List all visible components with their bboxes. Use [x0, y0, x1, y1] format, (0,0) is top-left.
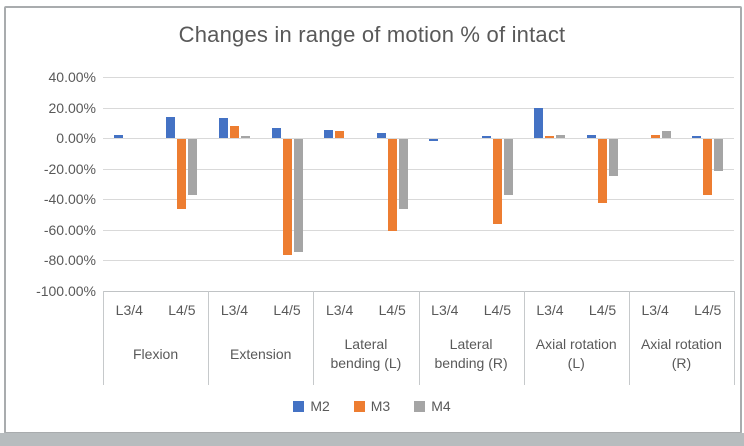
- bar-m2-5: [324, 129, 334, 138]
- gridline: [103, 199, 734, 200]
- bar-m4-10: [609, 139, 619, 176]
- legend-swatch-m3: [353, 400, 365, 412]
- segment-label: L4/5: [168, 302, 196, 318]
- bar-m4-3: [240, 136, 250, 138]
- bar-m4-9: [556, 134, 566, 138]
- bar-m2-12: [692, 136, 702, 138]
- category-label: Lateral bending (R): [434, 336, 508, 371]
- category-divider: [628, 290, 630, 385]
- category-divider: [208, 290, 210, 385]
- bar-m4-11: [661, 131, 671, 138]
- bar-m2-6: [376, 133, 386, 138]
- bar-m4-12: [714, 139, 724, 172]
- bar-m4-4: [293, 139, 303, 252]
- bottom-gray-strip: [0, 433, 744, 446]
- gridline: [103, 77, 734, 78]
- category-divider: [523, 290, 525, 385]
- legend-label: M2: [310, 398, 330, 414]
- legend-label: M3: [370, 398, 391, 414]
- segment-label: L3/4: [220, 302, 249, 318]
- segment-label: L3/4: [641, 302, 669, 318]
- y-axis-tick-label: -20.00%: [43, 160, 96, 177]
- segment-label: L3/4: [431, 302, 459, 318]
- bar-m2-3: [218, 118, 228, 138]
- y-axis-tick-label: -80.00%: [43, 252, 96, 268]
- legend-label: M4: [431, 398, 451, 414]
- segment-label: L4/5: [588, 302, 617, 318]
- bar-m2-9: [534, 107, 544, 138]
- chart-title: Changes in range of motion % of intact: [178, 22, 566, 47]
- y-axis-tick-label: 0.00%: [56, 130, 96, 146]
- y-axis-tick-label: -100.00%: [36, 282, 96, 299]
- segment-label: L4/5: [273, 302, 301, 318]
- category-label: Axial rotation (L): [535, 336, 617, 371]
- bar-m3-10: [598, 139, 608, 204]
- gridline: [103, 168, 734, 170]
- bar-m3-4: [282, 139, 292, 255]
- legend-item-m2: M2: [293, 398, 330, 414]
- legend-item-m4: M4: [414, 398, 451, 414]
- legend-item-m3: M3: [353, 398, 391, 414]
- segment-label: L3/4: [536, 302, 564, 318]
- category-divider: [734, 290, 735, 385]
- bar-m4-2: [188, 139, 198, 196]
- bar-m3-5: [335, 131, 345, 138]
- category-label: Axial rotation (R): [640, 336, 722, 371]
- bar-m2-8: [481, 135, 491, 138]
- bar-m2-10: [587, 134, 597, 138]
- segment-label: L4/5: [378, 302, 406, 318]
- category-label: Extension: [229, 345, 292, 362]
- y-axis-tick-label: 20.00%: [48, 99, 96, 116]
- y-axis-tick-label: 40.00%: [48, 69, 96, 85]
- gridline: [103, 107, 734, 109]
- category-divider: [418, 290, 420, 385]
- segment-label: L4/5: [483, 302, 511, 318]
- gridline: [103, 138, 734, 139]
- category-divider: [313, 290, 315, 385]
- bar-m3-9: [545, 136, 555, 138]
- gridline: [103, 229, 734, 231]
- category-label: Lateral bending (L): [330, 336, 402, 371]
- category-divider: [103, 290, 104, 385]
- legend: M2 M3 M4: [0, 398, 744, 414]
- bar-m4-8: [503, 139, 513, 196]
- bar-m3-3: [229, 125, 239, 138]
- y-axis-tick-label: -60.00%: [43, 221, 96, 238]
- bar-m3-11: [650, 134, 660, 138]
- bar-m3-8: [492, 139, 502, 225]
- segment-label: L3/4: [325, 302, 354, 318]
- bar-m2-2: [166, 116, 176, 138]
- category-label: Flexion: [133, 345, 179, 362]
- bar-m3-6: [387, 139, 397, 231]
- gridline: [103, 260, 734, 261]
- bar-m3-12: [703, 139, 713, 196]
- bar-m3-2: [177, 139, 187, 210]
- legend-swatch-m4: [414, 400, 426, 412]
- bar-m4-6: [398, 139, 408, 210]
- legend-swatch-m2: [293, 400, 305, 412]
- y-axis-tick-label: -40.00%: [43, 191, 96, 207]
- segment-label: L4/5: [694, 302, 722, 318]
- segment-label: L3/4: [115, 302, 143, 318]
- bar-m2-7: [429, 139, 439, 142]
- bar-m2-1: [113, 134, 123, 138]
- bar-m2-4: [271, 128, 281, 138]
